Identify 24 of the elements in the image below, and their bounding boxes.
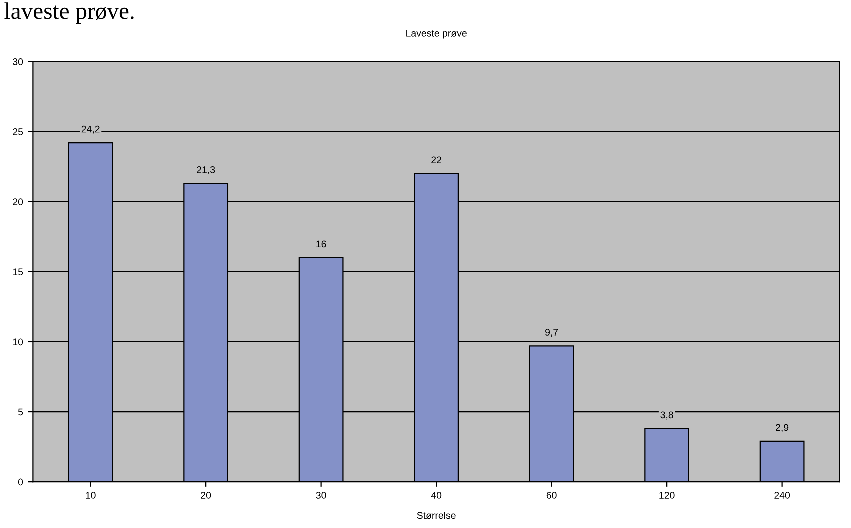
data-label: 21,3 (197, 166, 216, 175)
data-label: 22 (432, 156, 442, 164)
data-label: 24,2 (82, 126, 100, 134)
x-tick-label: 10 (86, 492, 96, 499)
x-axis-title: Størrelse (417, 512, 456, 520)
data-label: 2,9 (776, 424, 789, 432)
data-label: 9,7 (546, 329, 558, 338)
y-tick-label: 0 (18, 478, 24, 486)
text: laveste prøve. (4, 2, 134, 24)
data-label: 3,8 (660, 412, 674, 420)
chart-title: Laveste prøve (406, 30, 467, 39)
x-tick-label: 30 (316, 492, 326, 499)
y-tick-label: 5 (18, 408, 24, 416)
x-tick-label: 40 (431, 492, 442, 499)
x-tick-label: 60 (546, 492, 557, 499)
y-tick-label: 15 (13, 268, 24, 276)
y-tick-label: 30 (13, 58, 24, 66)
y-tick-label: 10 (13, 338, 24, 346)
y-tick-label: 20 (13, 198, 24, 206)
x-tick-label: 240 (774, 492, 790, 499)
y-tick-label: 25 (13, 128, 24, 136)
x-tick-label: 120 (660, 492, 675, 499)
x-tick-label: 20 (201, 492, 212, 499)
data-label: 16 (316, 240, 326, 248)
